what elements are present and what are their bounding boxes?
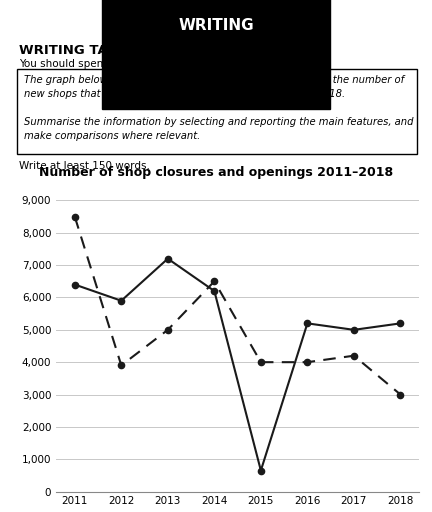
Text: You should spend about 20 minutes on this task.: You should spend about 20 minutes on thi… (19, 59, 273, 69)
Text: WRITING: WRITING (178, 18, 254, 33)
Text: Number of shop closures and openings 2011–2018: Number of shop closures and openings 201… (39, 166, 393, 179)
Text: Write at least 150 words.: Write at least 150 words. (19, 161, 150, 172)
Text: The graph below shows the number of shops that closed and the number of
new shop: The graph below shows the number of shop… (24, 75, 413, 141)
Text: WRITING TASK 1: WRITING TASK 1 (19, 44, 142, 56)
Legend: Closures, Openings: Closures, Openings (133, 104, 342, 123)
